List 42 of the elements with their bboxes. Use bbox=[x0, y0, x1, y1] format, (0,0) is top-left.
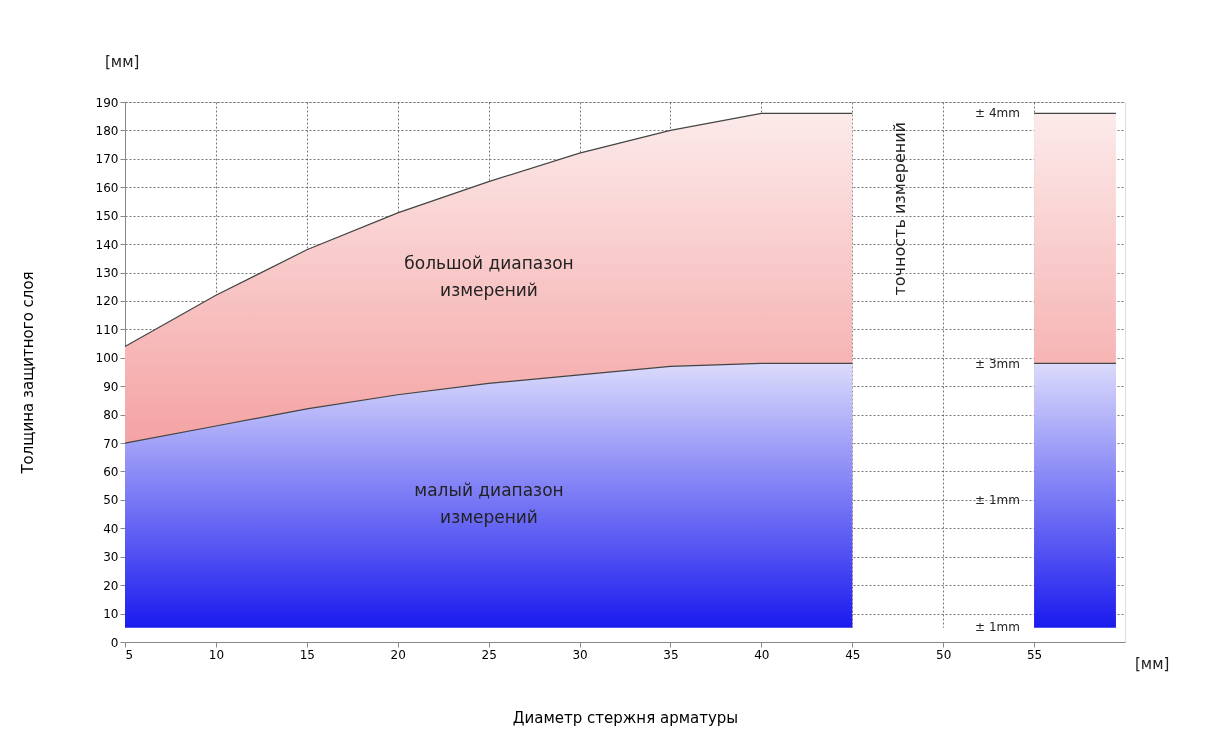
y-tick-label: 20 bbox=[103, 578, 119, 593]
y-tick-label: 160 bbox=[95, 180, 119, 195]
y-tick-label: 80 bbox=[103, 408, 119, 423]
x-tick-label: 40 bbox=[754, 647, 770, 662]
y-tick-label: 10 bbox=[103, 607, 119, 622]
annotation: большой диапазон измерений bbox=[404, 253, 574, 301]
y-tick-label: 100 bbox=[95, 351, 119, 366]
y-tick-label: 140 bbox=[95, 237, 119, 252]
x-tick-label: 20 bbox=[390, 647, 406, 662]
y-tick-label: 130 bbox=[95, 266, 119, 281]
y-tick-label: 150 bbox=[95, 209, 119, 224]
x-axis-title: Диаметр стержня арматуры bbox=[512, 708, 739, 727]
annotation: ± 4mm bbox=[975, 105, 1020, 120]
x-tick-label: 15 bbox=[299, 647, 315, 662]
x-tick-label: 30 bbox=[572, 647, 588, 662]
annotation: малый диапазон измерений bbox=[414, 479, 564, 527]
annotation: ± 1mm bbox=[975, 492, 1020, 507]
annotation: точность измерений bbox=[890, 122, 909, 296]
y-tick-label: 50 bbox=[103, 493, 119, 508]
x-tick-label: 50 bbox=[936, 647, 952, 662]
x-tick-label: 55 bbox=[1026, 647, 1043, 662]
y-tick-label: 60 bbox=[103, 464, 119, 479]
y-tick-label: 170 bbox=[95, 152, 119, 167]
y-tick-label: 190 bbox=[95, 95, 119, 110]
x-tick-label: 35 bbox=[663, 647, 679, 662]
text: [мм] bbox=[105, 53, 140, 71]
x-tick-label: 25 bbox=[481, 647, 497, 662]
x-tick-label: 5 bbox=[125, 647, 134, 662]
y-tick-label: 180 bbox=[95, 123, 119, 138]
y-tick-label: 90 bbox=[103, 379, 119, 394]
y-tick-label: 110 bbox=[95, 322, 119, 337]
x-tick-label: 10 bbox=[208, 647, 225, 662]
y-tick-label: 70 bbox=[103, 436, 119, 451]
x-tick-label: 45 bbox=[845, 647, 861, 662]
annotation: ± 3mm bbox=[975, 356, 1020, 371]
text: [мм] bbox=[1135, 655, 1170, 673]
y-tick-label: 120 bbox=[95, 294, 119, 309]
y-tick-label: 0 bbox=[110, 635, 119, 650]
annotation: ± 1mm bbox=[975, 619, 1020, 634]
y-axis-title: Толщина защитного слоя bbox=[18, 271, 37, 475]
y-tick-label: 40 bbox=[103, 521, 119, 536]
y-tick-label: 30 bbox=[103, 550, 119, 565]
